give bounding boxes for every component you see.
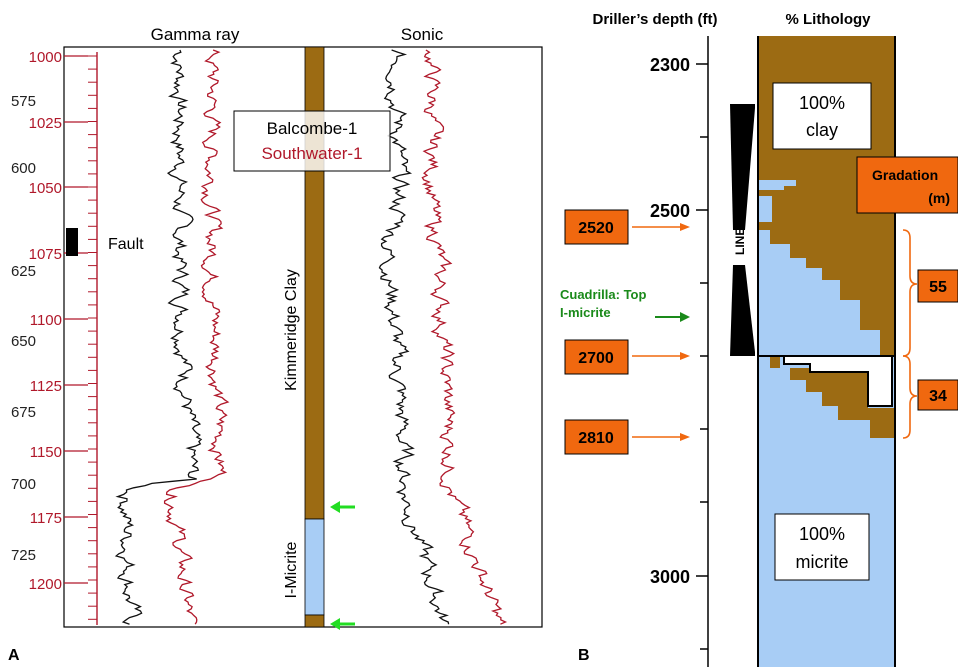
drillers-depth-title: Driller’s depth (ft) bbox=[592, 11, 717, 28]
depth-red-1150: 1150 bbox=[30, 444, 62, 461]
micrite-column bbox=[304, 518, 325, 616]
depth-tick-3000: 3000 bbox=[650, 567, 690, 587]
gradation-unit: (m) bbox=[928, 190, 950, 206]
depth-tick-2300: 2300 bbox=[650, 55, 690, 75]
lithology-title: % Lithology bbox=[786, 11, 872, 28]
depth-marker-2810: 2810 bbox=[564, 419, 690, 455]
depth-black-725: 725 bbox=[11, 547, 36, 564]
depth-red-1125: 1125 bbox=[30, 378, 62, 395]
fault-marker bbox=[66, 228, 78, 256]
panel-a-label: A bbox=[8, 647, 20, 664]
depth-marker-2700: 2700 bbox=[564, 339, 690, 375]
svg-text:2700: 2700 bbox=[578, 350, 614, 367]
svg-text:2520: 2520 bbox=[578, 220, 614, 237]
panel-a: 1000 1025 1050 1075 1100 1125 1150 1175 1200 575 6… bbox=[8, 25, 543, 664]
micrite-name: micrite bbox=[796, 552, 849, 572]
clay-percent: 100% bbox=[799, 93, 845, 113]
cuadrilla-arrow bbox=[655, 312, 690, 322]
liner-label: LINER bbox=[733, 219, 747, 255]
fault-label: Fault bbox=[108, 236, 144, 253]
micrite-label-box: 100% micrite bbox=[774, 513, 870, 581]
log-curves bbox=[114, 49, 508, 625]
gradation-brace-upper bbox=[902, 229, 918, 357]
svg-text:55: 55 bbox=[929, 279, 947, 296]
liner-symbol bbox=[730, 104, 755, 356]
depth-black-675: 675 bbox=[11, 404, 36, 421]
i-micrite-label: I-Micrite bbox=[283, 541, 300, 598]
gradation-brace-lower bbox=[902, 355, 918, 439]
depth-red-1100: 1100 bbox=[30, 312, 62, 329]
clay-column-bottom bbox=[304, 614, 325, 628]
depth-red-1200: 1200 bbox=[29, 576, 62, 593]
gamma-ray-title: Gamma ray bbox=[151, 25, 240, 44]
clay-lower-fill bbox=[770, 356, 895, 438]
depth-red-1050: 1050 bbox=[29, 180, 62, 197]
depth-scale: 1000 1025 1050 1075 1100 1125 1150 1175 1200 575 6… bbox=[11, 49, 98, 625]
top-micrite-arrow bbox=[330, 501, 355, 513]
micrite-percent: 100% bbox=[799, 524, 845, 544]
cuadrilla-micrite-label: I-micrite bbox=[560, 305, 611, 320]
sonic-title: Sonic bbox=[401, 25, 444, 44]
panel-b: Driller’s depth (ft) % Lithology 2300 25… bbox=[560, 11, 958, 667]
depth-red-1025: 1025 bbox=[29, 115, 62, 132]
panel-b-label: B bbox=[578, 647, 590, 664]
depth-red-1000: 1000 bbox=[29, 49, 62, 66]
depth-black-650: 650 bbox=[11, 333, 36, 350]
clay-label-box: 100% clay bbox=[772, 82, 872, 150]
base-micrite-arrow bbox=[330, 618, 355, 630]
depth-red-1075: 1075 bbox=[29, 246, 62, 263]
depth-black-600: 600 bbox=[11, 160, 36, 177]
depth-tick-2500: 2500 bbox=[650, 201, 690, 221]
depth-black-625: 625 bbox=[11, 263, 36, 280]
depth-marker-2520: 2520 bbox=[564, 209, 690, 245]
gradation-value-55: 55 bbox=[917, 269, 958, 303]
depth-axis bbox=[696, 36, 709, 667]
legend-balcombe: Balcombe-1 bbox=[267, 119, 358, 138]
svg-text:2810: 2810 bbox=[578, 430, 614, 447]
well-legend: Balcombe-1 Southwater-1 bbox=[233, 110, 391, 172]
cuadrilla-top-label: Cuadrilla: Top bbox=[560, 287, 646, 302]
clay-name: clay bbox=[806, 120, 838, 140]
gradation-value-34: 34 bbox=[917, 379, 958, 411]
gradation-label: Gradation bbox=[872, 167, 938, 183]
depth-red-1175: 1175 bbox=[30, 510, 62, 527]
kimmeridge-clay-label: Kimmeridge Clay bbox=[283, 269, 300, 391]
depth-black-575: 575 bbox=[11, 93, 36, 110]
svg-text:34: 34 bbox=[929, 388, 947, 405]
gradation-box: Gradation (m) bbox=[856, 156, 958, 214]
legend-southwater: Southwater-1 bbox=[261, 144, 362, 163]
depth-black-700: 700 bbox=[11, 476, 36, 493]
